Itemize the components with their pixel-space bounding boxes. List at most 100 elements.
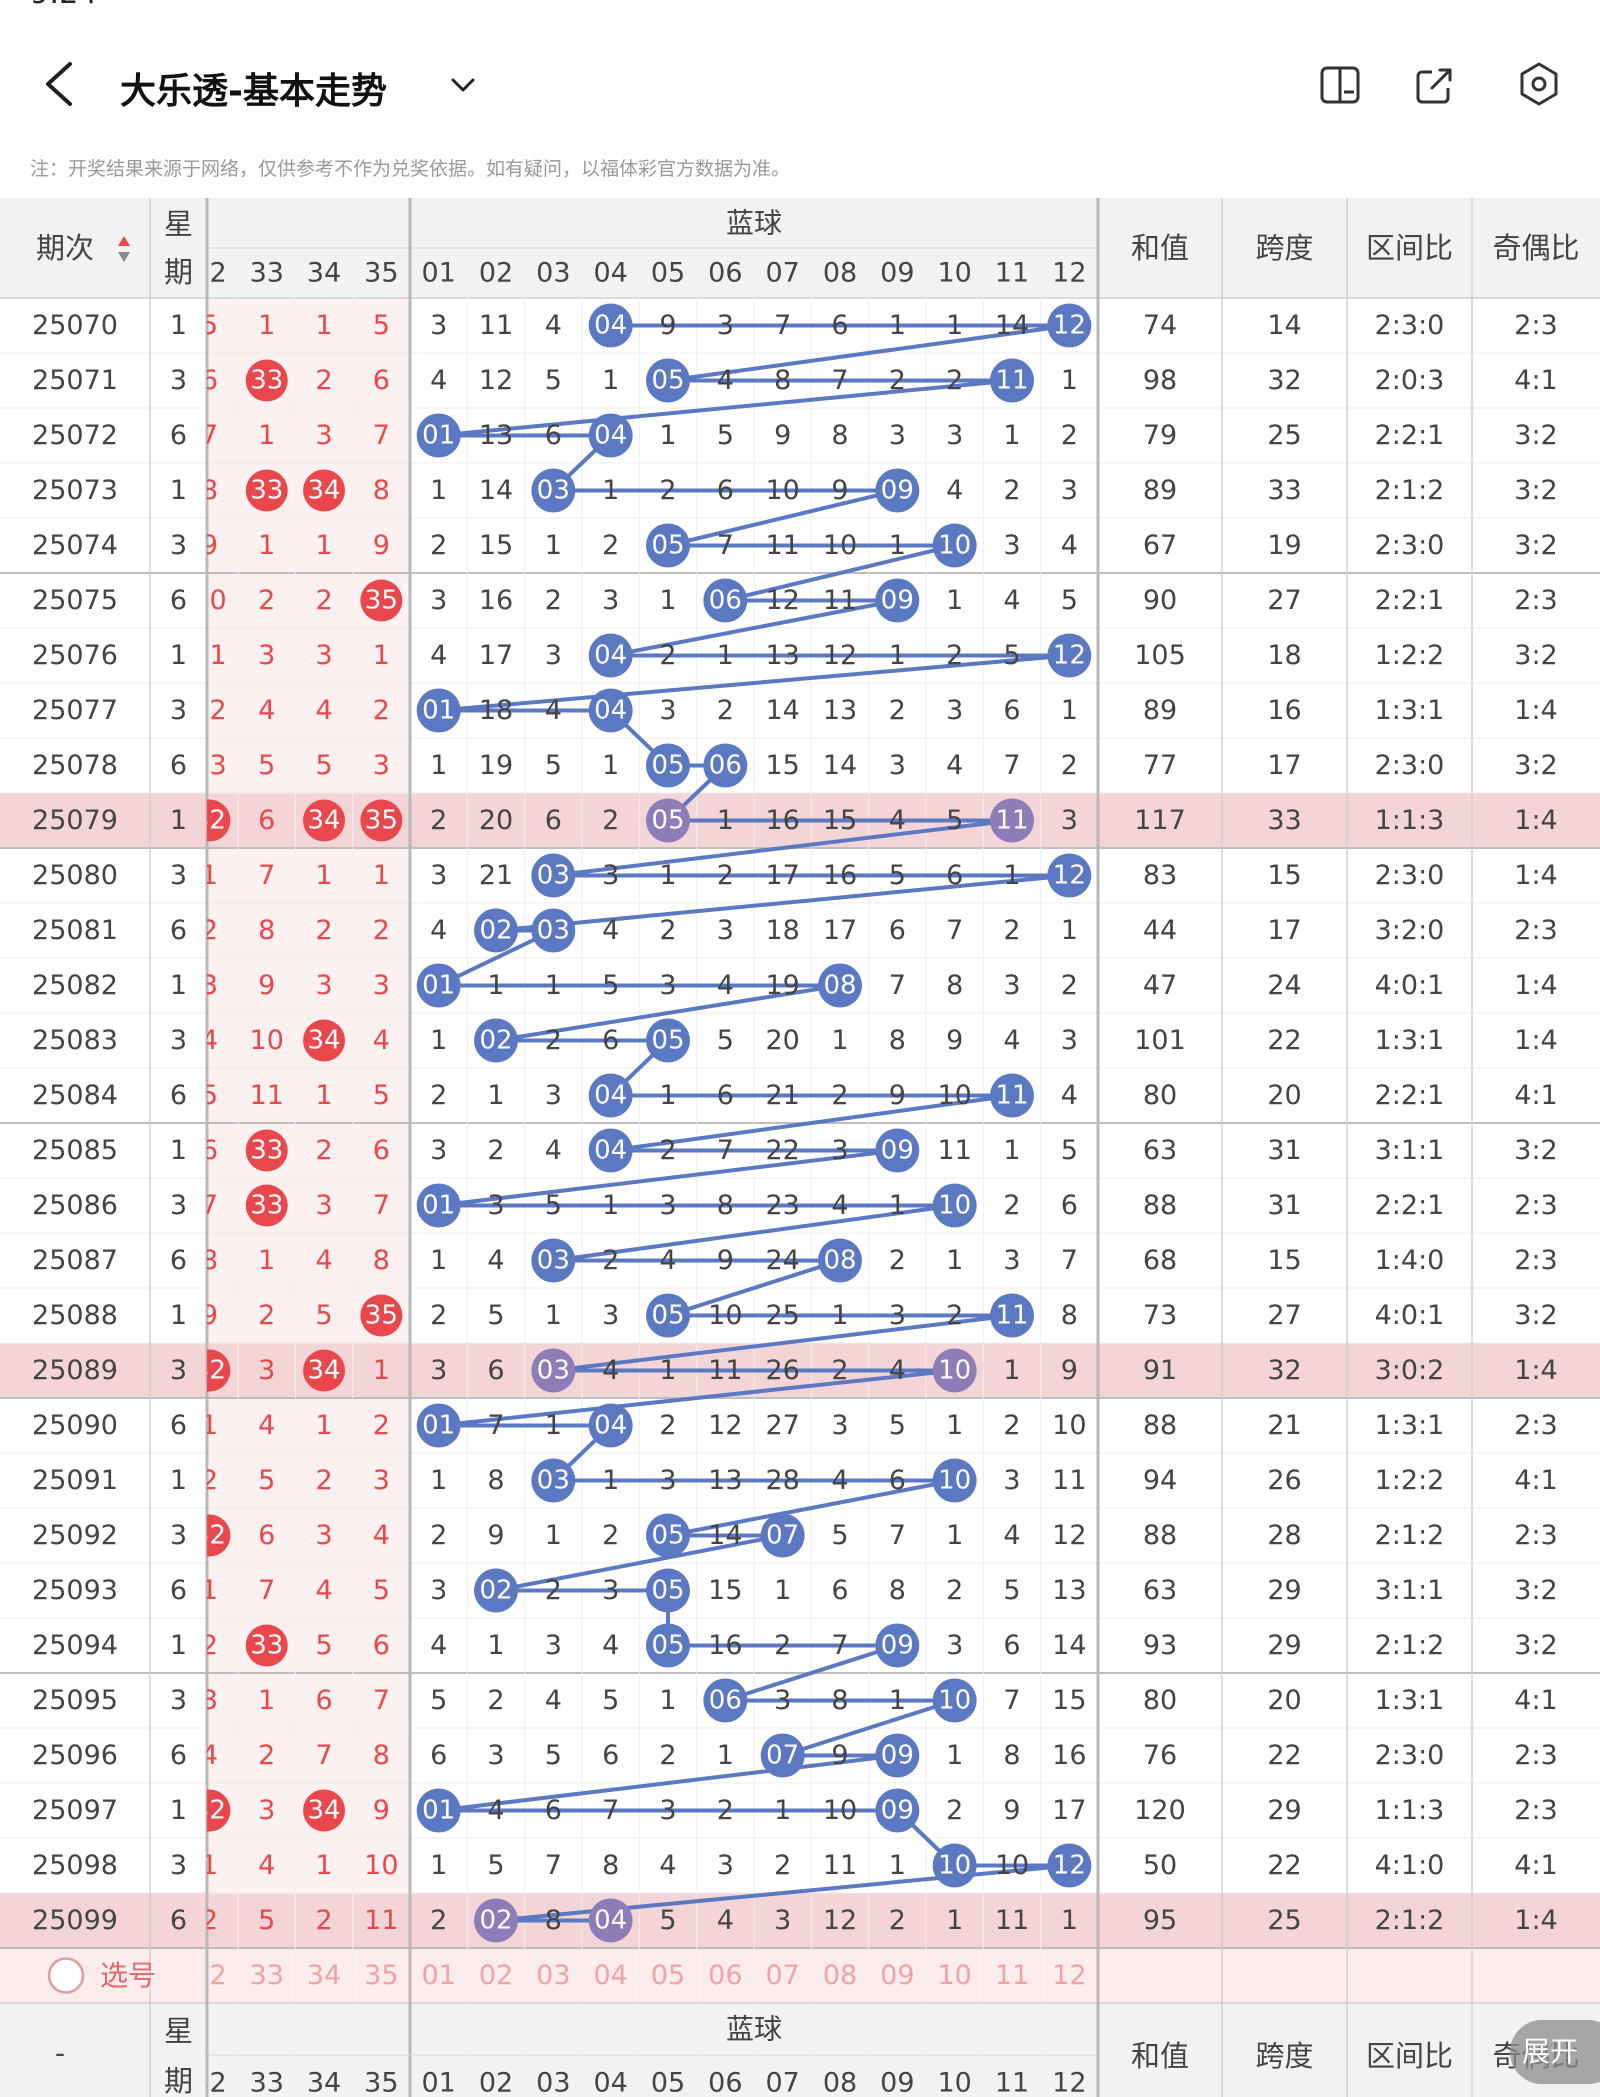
select-blue-number[interactable]: 10 bbox=[937, 1960, 971, 1991]
sum-cell: 73 bbox=[1143, 1300, 1177, 1331]
blue-hit-ball bbox=[875, 468, 920, 513]
split-screen-icon[interactable] bbox=[1318, 62, 1364, 108]
select-blue-number[interactable]: 08 bbox=[823, 1960, 857, 1991]
blue-miss-count: 2 bbox=[889, 1905, 906, 1936]
blue-miss-count: 1 bbox=[946, 1410, 963, 1441]
select-blue-number[interactable]: 03 bbox=[536, 1960, 570, 1991]
blue-miss-count: 16 bbox=[823, 860, 857, 891]
sum-cell: 74 bbox=[1143, 310, 1177, 341]
front-miss-count: 5 bbox=[373, 1080, 390, 1111]
blue-miss-count: 1 bbox=[831, 1300, 848, 1331]
select-label: 选号 bbox=[100, 1959, 156, 1992]
select-blue-number[interactable]: 09 bbox=[880, 1960, 914, 1991]
header-blue-col: 05 bbox=[651, 258, 685, 289]
blue-hit-number: 01 bbox=[422, 1411, 455, 1441]
issue-cell: 25076 bbox=[32, 640, 118, 671]
issue-cell: 25081 bbox=[32, 915, 118, 946]
header-blue-col: 08 bbox=[823, 258, 857, 289]
blue-miss-count: 6 bbox=[545, 1795, 562, 1826]
front-miss-count: 1 bbox=[201, 1410, 218, 1441]
header-front-col: 35 bbox=[364, 258, 398, 289]
blue-miss-count: 5 bbox=[1003, 1575, 1020, 1606]
blue-miss-count: 5 bbox=[545, 750, 562, 781]
select-front-number[interactable]: 35 bbox=[364, 1960, 398, 1991]
blue-miss-count: 3 bbox=[1061, 805, 1078, 836]
footer-week-2: 期 bbox=[164, 2064, 193, 2097]
chevron-down-icon[interactable] bbox=[448, 70, 478, 100]
select-blue-number[interactable]: 07 bbox=[765, 1960, 799, 1991]
select-front-number[interactable]: 34 bbox=[307, 1960, 341, 1991]
blue-miss-count: 2 bbox=[717, 860, 734, 891]
front-hit-ball bbox=[207, 1514, 231, 1557]
header-stat: 跨度 bbox=[1255, 231, 1313, 265]
front-miss-count: 10 bbox=[250, 1025, 284, 1056]
sum-cell: 91 bbox=[1143, 1355, 1177, 1386]
front-miss-count: 2 bbox=[258, 585, 275, 616]
blue-miss-count: 9 bbox=[889, 1080, 906, 1111]
select-front-number[interactable]: 33 bbox=[250, 1960, 284, 1991]
select-blue-number[interactable]: 06 bbox=[708, 1960, 742, 1991]
blue-miss-count: 1 bbox=[659, 420, 676, 451]
odd-even-cell: 4:1 bbox=[1514, 1685, 1557, 1716]
blue-miss-count: 21 bbox=[479, 860, 513, 891]
settings-icon[interactable] bbox=[1515, 60, 1563, 108]
blue-miss-count: 2 bbox=[430, 805, 447, 836]
blue-hit-ball bbox=[875, 1733, 920, 1778]
blue-miss-count: 6 bbox=[831, 1575, 848, 1606]
select-blue-number[interactable]: 04 bbox=[593, 1960, 627, 1991]
blue-hit-number: 02 bbox=[479, 1026, 512, 1056]
front-miss-count: 3 bbox=[201, 970, 218, 1001]
share-icon[interactable] bbox=[1412, 62, 1458, 108]
front-hit-number: 34 bbox=[308, 1356, 341, 1386]
issue-cell: 25098 bbox=[32, 1850, 118, 1881]
span-cell: 27 bbox=[1267, 585, 1301, 616]
blue-hit-ball bbox=[703, 743, 748, 788]
blue-miss-count: 1 bbox=[717, 1740, 734, 1771]
front-miss-count: 3 bbox=[315, 970, 332, 1001]
blue-miss-count: 1 bbox=[545, 1410, 562, 1441]
front-miss-count: 1 bbox=[258, 1685, 275, 1716]
front-hit-number: 32 bbox=[193, 1521, 226, 1551]
blue-miss-count: 2 bbox=[430, 530, 447, 561]
footer-blue-col: 03 bbox=[536, 2068, 570, 2097]
expand-button[interactable]: 展开 bbox=[1510, 2020, 1600, 2084]
front-miss-count: 2 bbox=[201, 1465, 218, 1496]
back-arrow-icon[interactable] bbox=[34, 56, 84, 112]
select-blue-number[interactable]: 05 bbox=[651, 1960, 685, 1991]
issue-cell: 25096 bbox=[32, 1740, 118, 1771]
sort-arrows-icon[interactable] bbox=[118, 236, 130, 262]
select-blue-number[interactable]: 11 bbox=[995, 1960, 1029, 1991]
week-cell: 3 bbox=[170, 1025, 187, 1056]
blue-miss-count: 3 bbox=[602, 1300, 619, 1331]
blue-miss-count: 3 bbox=[659, 1795, 676, 1826]
sum-cell: 68 bbox=[1143, 1245, 1177, 1276]
blue-hit-ball bbox=[990, 1073, 1034, 1118]
blue-hit-ball bbox=[990, 798, 1034, 843]
week-cell: 1 bbox=[170, 310, 187, 341]
header-blue-group: 蓝球 bbox=[726, 207, 782, 240]
select-blue-number[interactable]: 02 bbox=[479, 1960, 513, 1991]
zone-ratio-cell: 4:0:1 bbox=[1375, 1300, 1445, 1331]
blue-miss-count: 1 bbox=[889, 1685, 906, 1716]
select-front-number[interactable]: 32 bbox=[192, 1960, 227, 1991]
sum-cell: 77 bbox=[1143, 750, 1177, 781]
span-cell: 29 bbox=[1267, 1795, 1301, 1826]
blue-hit-number: 05 bbox=[651, 366, 684, 396]
circle-checkbox-icon[interactable] bbox=[47, 1957, 85, 1994]
blue-hit-ball bbox=[474, 1018, 518, 1063]
select-blue-number[interactable]: 01 bbox=[421, 1960, 455, 1991]
blue-miss-count: 9 bbox=[487, 1520, 504, 1551]
blue-hit-number: 05 bbox=[651, 531, 684, 561]
blue-hit-number: 10 bbox=[938, 1686, 971, 1716]
select-blue-number[interactable]: 12 bbox=[1052, 1960, 1086, 1991]
front-hit-ball bbox=[303, 799, 346, 842]
blue-miss-count: 10 bbox=[765, 475, 799, 506]
front-miss-count: 1 bbox=[373, 640, 390, 671]
blue-miss-count: 1 bbox=[659, 1685, 676, 1716]
odd-even-cell: 3:2 bbox=[1514, 1300, 1557, 1331]
blue-miss-count: 7 bbox=[831, 365, 848, 396]
issue-cell: 25089 bbox=[32, 1355, 118, 1386]
blue-miss-count: 3 bbox=[545, 1630, 562, 1661]
page-title[interactable]: 大乐透-基本走势 bbox=[120, 71, 387, 112]
